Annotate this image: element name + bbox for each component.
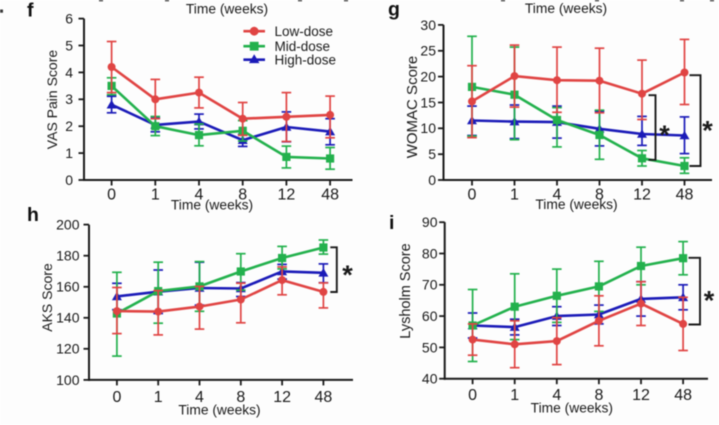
svg-text:48: 48	[676, 186, 694, 203]
svg-text:200: 200	[56, 217, 80, 233]
svg-text:Time (weeks): Time (weeks)	[171, 198, 253, 213]
svg-text:1: 1	[154, 389, 163, 406]
svg-text:Lysholm Score: Lysholm Score	[398, 243, 414, 338]
svg-text:g: g	[388, 0, 400, 21]
svg-text:180: 180	[56, 248, 80, 264]
svg-text:25: 25	[420, 43, 436, 59]
svg-text:8: 8	[594, 387, 603, 404]
svg-text:Low-dose: Low-dose	[275, 24, 334, 39]
svg-text:0: 0	[428, 172, 436, 188]
svg-text:20: 20	[420, 69, 436, 85]
svg-text:Time (weeks): Time (weeks)	[531, 401, 613, 416]
svg-text:i: i	[389, 212, 394, 234]
svg-text:h: h	[27, 204, 39, 226]
svg-text:40: 40	[422, 371, 438, 387]
svg-text:4: 4	[195, 186, 204, 203]
svg-text:Mid-dose: Mid-dose	[275, 39, 331, 54]
svg-text:2: 2	[65, 118, 73, 134]
svg-text:160: 160	[56, 279, 80, 295]
svg-text:*: *	[704, 285, 715, 315]
svg-text:90: 90	[422, 214, 438, 230]
svg-text:10: 10	[420, 120, 436, 136]
svg-text:3: 3	[65, 91, 73, 107]
svg-text:5: 5	[428, 146, 436, 162]
svg-text:140: 140	[56, 310, 80, 326]
svg-text:Time (weeks): Time (weeks)	[186, 2, 268, 17]
svg-text:Time (weeks): Time (weeks)	[535, 197, 617, 212]
svg-text:12: 12	[278, 186, 296, 203]
svg-text:5: 5	[65, 37, 73, 53]
svg-text:80: 80	[422, 245, 438, 261]
svg-text:30: 30	[420, 17, 436, 33]
svg-text:50: 50	[422, 339, 438, 355]
svg-text:8: 8	[236, 389, 245, 406]
svg-text:6: 6	[65, 11, 73, 27]
svg-text:8: 8	[238, 186, 247, 203]
svg-text:High-dose: High-dose	[275, 53, 337, 68]
svg-text:0: 0	[107, 186, 116, 203]
svg-text:8: 8	[595, 186, 604, 203]
svg-text:4: 4	[553, 186, 562, 203]
svg-text:0: 0	[468, 387, 477, 404]
svg-text:0: 0	[65, 172, 73, 188]
svg-text:0: 0	[468, 186, 477, 203]
svg-text:1: 1	[510, 186, 519, 203]
svg-text:Time (weeks): Time (weeks)	[525, 1, 607, 16]
svg-text:Time (weeks): Time (weeks)	[178, 403, 260, 418]
svg-text:48: 48	[321, 186, 339, 203]
svg-text:48: 48	[674, 387, 692, 404]
svg-text:70: 70	[422, 277, 438, 293]
svg-text:12: 12	[633, 186, 651, 203]
svg-text:100: 100	[56, 372, 80, 388]
svg-text:1: 1	[65, 145, 73, 161]
svg-text:VAS Pain Score: VAS Pain Score	[44, 50, 60, 150]
svg-text:*: *	[702, 115, 713, 145]
svg-text:60: 60	[422, 308, 438, 324]
svg-text:12: 12	[273, 389, 291, 406]
svg-text:4: 4	[195, 389, 204, 406]
svg-text:0: 0	[112, 389, 121, 406]
svg-text:*: *	[342, 260, 353, 290]
svg-text:1: 1	[510, 387, 519, 404]
svg-text:4: 4	[552, 387, 561, 404]
svg-text:120: 120	[56, 341, 80, 357]
svg-text:f: f	[27, 0, 34, 22]
svg-text:12: 12	[632, 387, 650, 404]
svg-text:48: 48	[315, 389, 333, 406]
svg-text:WOMAC Score: WOMAC Score	[404, 56, 421, 159]
svg-text:AKS Score: AKS Score	[39, 263, 55, 332]
svg-text:4: 4	[65, 64, 73, 80]
svg-text:1: 1	[151, 186, 160, 203]
svg-text:15: 15	[420, 94, 436, 110]
svg-text:*: *	[659, 120, 670, 150]
